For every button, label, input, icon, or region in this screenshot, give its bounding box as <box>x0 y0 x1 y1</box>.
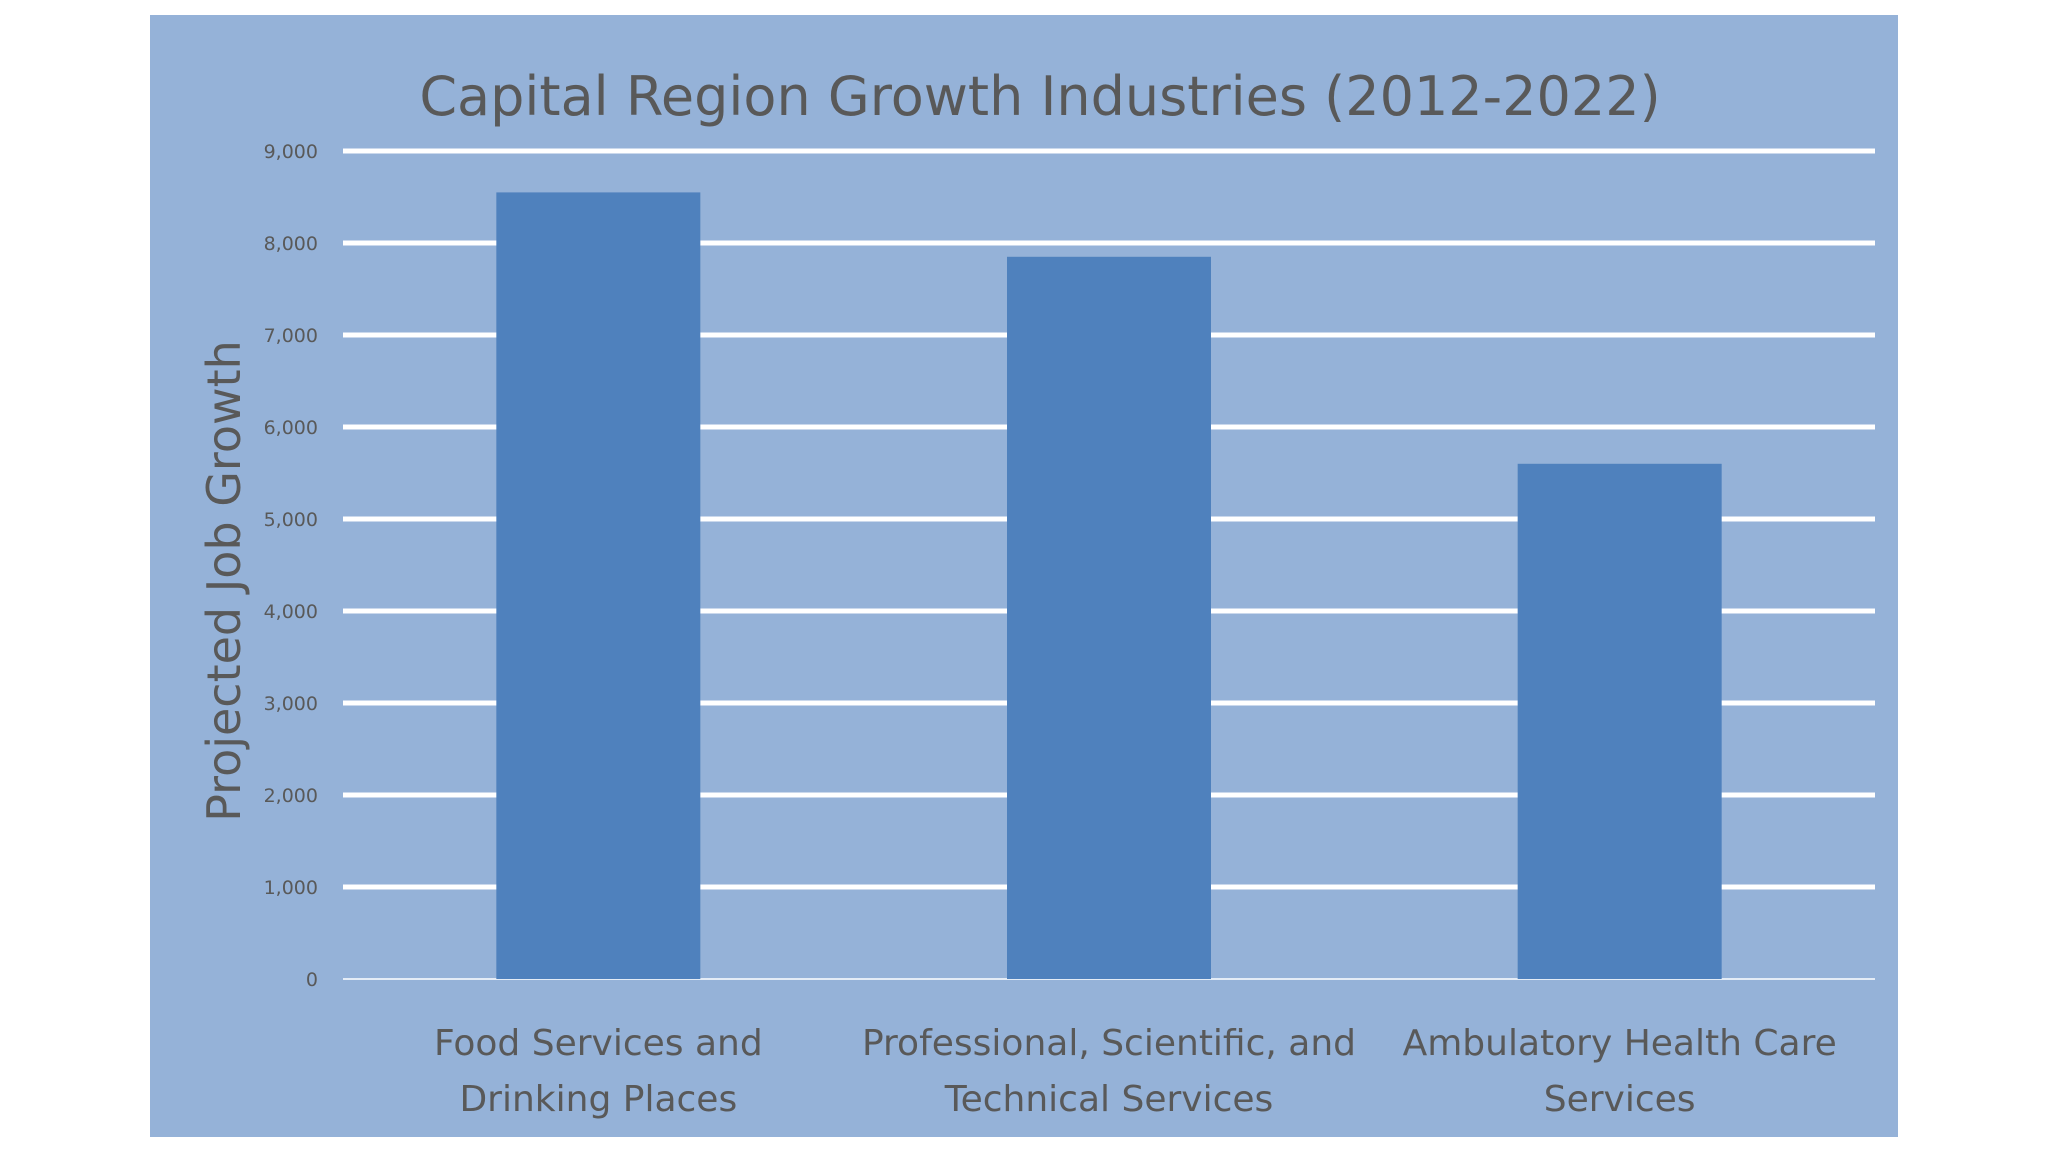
bar-chart: 0 1,000 2,000 3,000 4,000 5,000 6,000 7,000 8,00… <box>150 15 1898 1137</box>
y-tick-label: 7,000 <box>264 325 318 347</box>
chart-panel: 0 1,000 2,000 3,000 4,000 5,000 6,000 7,000 8,00… <box>150 15 1898 1137</box>
bar <box>1517 463 1722 979</box>
x-category-label: Ambulatory Health Care Services <box>1403 1023 1837 1120</box>
bar <box>496 192 701 979</box>
y-axis-label: Projected Job Growth <box>197 340 251 822</box>
y-tick-label: 0 <box>306 969 318 991</box>
y-tick-label: 4,000 <box>264 601 318 623</box>
y-axis-ticks: 0 1,000 2,000 3,000 4,000 5,000 6,000 7,000 8,00… <box>264 141 318 991</box>
x-category-label-line: Professional, Scientific, and <box>862 1023 1356 1064</box>
x-category-label-line: Technical Services <box>944 1079 1274 1120</box>
y-tick-label: 2,000 <box>264 785 318 807</box>
x-category-label-line: Ambulatory Health Care <box>1403 1023 1837 1064</box>
x-category-label: Food Services and Drinking Places <box>434 1023 763 1120</box>
y-tick-label: 1,000 <box>264 877 318 899</box>
x-category-label-line: Drinking Places <box>459 1079 737 1120</box>
bar <box>1007 256 1211 979</box>
x-category-label-line: Services <box>1544 1079 1696 1120</box>
chart-title: Capital Region Growth Industries (2012-2… <box>419 65 1660 128</box>
x-axis-categories: Food Services and Drinking Places Professi… <box>434 1023 1837 1120</box>
y-tick-label: 9,000 <box>264 141 318 163</box>
x-category-label-line: Food Services and <box>434 1023 763 1064</box>
y-tick-label: 8,000 <box>264 233 318 255</box>
bars <box>496 192 1722 979</box>
x-category-label: Professional, Scientific, and Technical S… <box>862 1023 1356 1120</box>
y-tick-label: 5,000 <box>264 509 318 531</box>
y-tick-label: 3,000 <box>264 693 318 715</box>
y-tick-label: 6,000 <box>264 417 318 439</box>
